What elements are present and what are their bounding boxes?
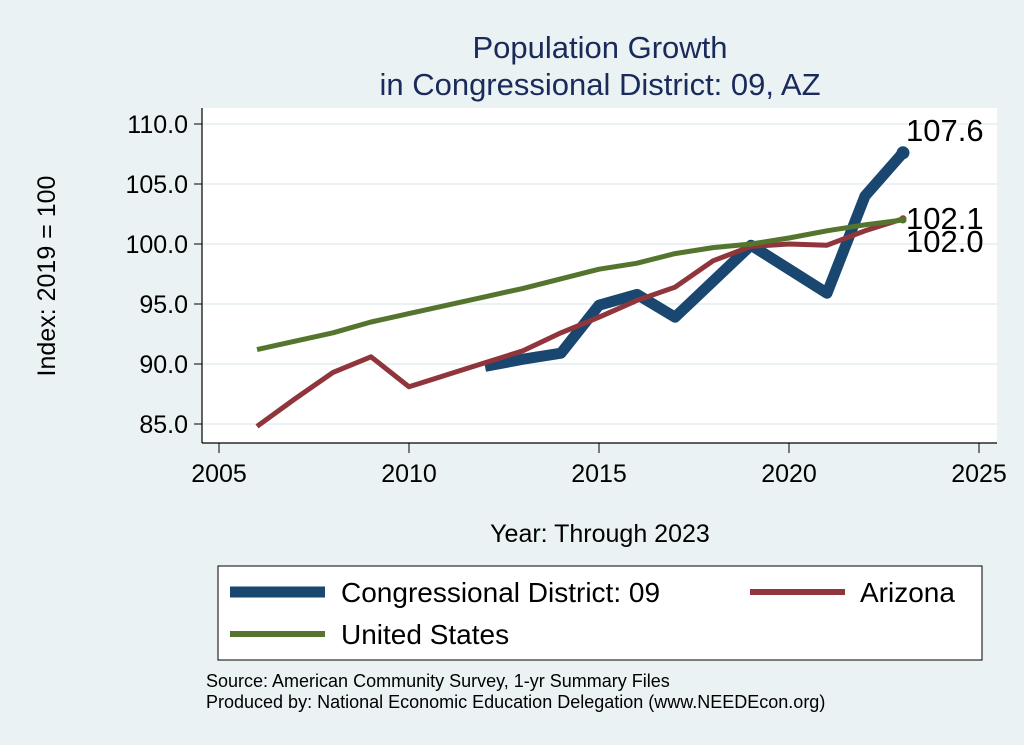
x-tick-label: 2020 <box>761 460 817 488</box>
x-tick-label: 2005 <box>191 460 247 488</box>
x-tick-label: 2010 <box>381 460 437 488</box>
y-tick-label: 95.0 <box>139 291 188 319</box>
y-tick-label: 110.0 <box>127 111 188 139</box>
chart-title-line-2: in Congressional District: 09, AZ <box>379 67 820 102</box>
series-line-arizona <box>255 216 904 429</box>
source-note: Source: American Community Survey, 1-yr … <box>206 671 670 691</box>
series-lines <box>255 146 910 429</box>
end-label: 107.6 <box>906 113 984 148</box>
y-tick-label: 90.0 <box>139 351 188 379</box>
axes: 85.0 90.0 95.0 100.0 105.0 110.0 2005 2010 2015 2… <box>125 108 1007 488</box>
legend-label: Congressional District: 09 <box>341 577 660 608</box>
series-end-marker <box>899 216 907 224</box>
series-line-united-states <box>256 217 904 353</box>
legend-label: Arizona <box>860 577 955 608</box>
series-end-marker <box>896 146 910 160</box>
y-axis-title: Index: 2019 = 100 <box>33 176 61 377</box>
y-tick-label: 85.0 <box>139 411 188 439</box>
plot-area <box>202 108 997 443</box>
y-tick-label: 105.0 <box>125 171 188 199</box>
x-axis-title: Year: Through 2023 <box>490 520 710 548</box>
x-tick-label: 2015 <box>571 460 627 488</box>
legend-box <box>217 565 983 661</box>
x-tick-label: 2025 <box>951 460 1007 488</box>
end-label: 102.0 <box>906 224 984 259</box>
chart-title-line-1: Population Growth <box>472 30 727 65</box>
legend-label: United States <box>341 619 509 650</box>
y-tick-label: 100.0 <box>125 231 188 259</box>
producer-note: Produced by: National Economic Education… <box>206 692 825 712</box>
series-line-congressional-district-09 <box>483 149 908 372</box>
legend: Congressional District: 09 Arizona United … <box>230 577 955 650</box>
end-label: 102.1 <box>906 201 984 236</box>
